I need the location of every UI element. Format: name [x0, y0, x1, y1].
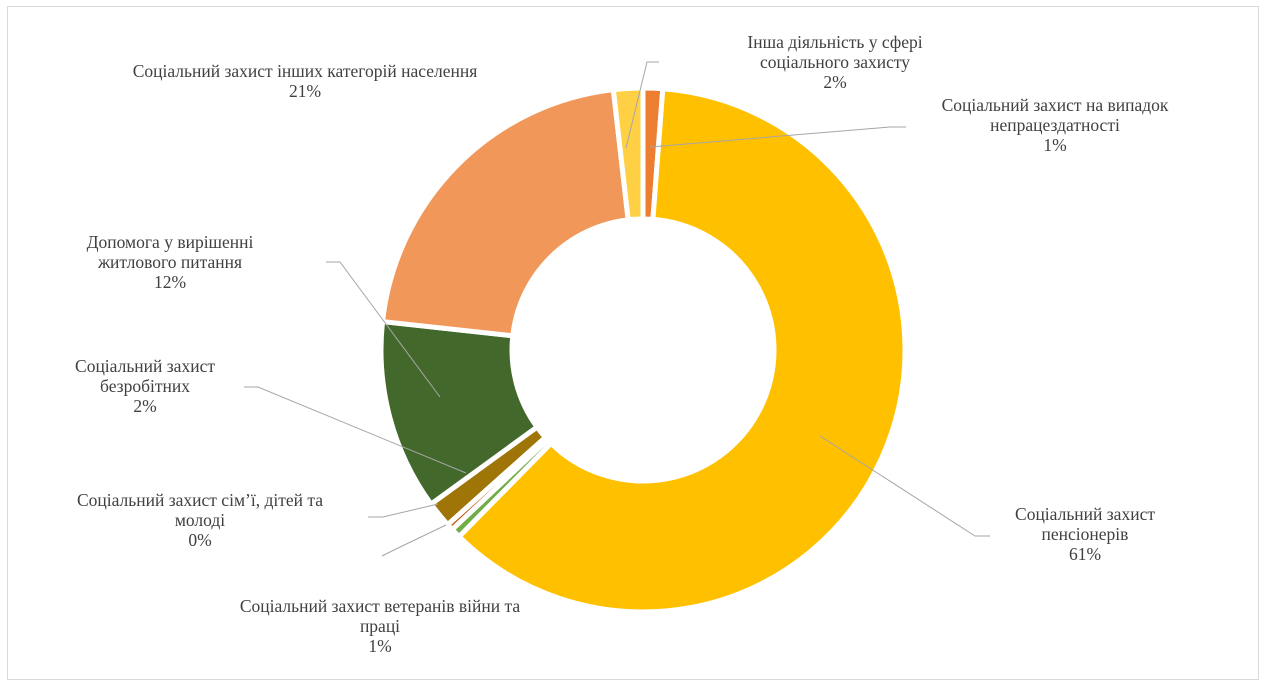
- label-jobless-line1: Соціальний захист: [75, 356, 215, 376]
- label-veterans: Соціальний захист ветеранів війни та пра…: [200, 596, 560, 656]
- donut-slice-7: [610, 85, 646, 223]
- label-other-activity-percent: 2%: [823, 72, 847, 92]
- label-unemployment-line2: непрацездатності: [990, 115, 1120, 135]
- label-jobless-percent: 2%: [133, 396, 157, 416]
- label-other-activity: Інша діяльність у сфері соціального захи…: [690, 32, 980, 92]
- label-housing: Допомога у вирішенні житлового питання 1…: [55, 232, 285, 292]
- donut-slice-1: [455, 86, 908, 615]
- leader-line-family: [368, 503, 439, 518]
- label-other-categories-line1: Соціальний захист інших категорій населе…: [132, 61, 478, 81]
- label-housing-percent: 12%: [153, 272, 187, 292]
- label-other-activity-line1: Інша діяльність у сфері: [747, 32, 923, 52]
- label-housing-line1: Допомога у вирішенні: [86, 232, 254, 252]
- label-pensioners-line1: Соціальний захист: [1015, 504, 1155, 524]
- label-pensioners: Соціальний захист пенсіонерів 61%: [985, 504, 1185, 564]
- label-other-activity-line2: соціального захисту: [759, 52, 911, 72]
- label-family-line1: Соціальний захист сім’ї, дітей та: [76, 490, 324, 510]
- leader-line-housing: [326, 261, 441, 398]
- label-housing-line2: житлового питання: [97, 252, 243, 272]
- leader-line-veterans: [381, 524, 447, 557]
- label-jobless: Соціальний захист безробітних 2%: [50, 356, 240, 416]
- leader-lines: [244, 61, 990, 557]
- label-family-line2: молоді: [174, 510, 226, 530]
- leader-line-other-activity: [625, 61, 659, 149]
- leader-line-pensioners: [819, 435, 990, 537]
- label-family: Соціальний захист сім’ї, дітей та молоді…: [35, 490, 365, 550]
- donut-slices: [378, 85, 908, 615]
- label-other-categories-percent: 21%: [288, 81, 322, 101]
- leader-line-jobless: [244, 386, 467, 474]
- label-pensioners-percent: 61%: [1068, 544, 1102, 564]
- label-unemployment-percent: 1%: [1043, 135, 1067, 155]
- label-veterans-line1: Соціальний захист ветеранів війни та: [239, 596, 521, 616]
- label-unemployment-line1: Соціальний захист на випадок: [941, 95, 1169, 115]
- label-veterans-percent: 1%: [368, 636, 392, 656]
- leader-line-unemployment: [649, 126, 906, 148]
- label-family-percent: 0%: [188, 530, 212, 550]
- donut-slice-6: [379, 86, 631, 339]
- label-other-categories: Соціальний захист інших категорій населе…: [85, 61, 525, 101]
- label-jobless-line2: безробітних: [100, 376, 190, 396]
- label-veterans-line2: праці: [359, 616, 401, 636]
- label-pensioners-line2: пенсіонерів: [1041, 524, 1129, 544]
- label-unemployment: Соціальний захист на випадок непрацездат…: [910, 95, 1200, 155]
